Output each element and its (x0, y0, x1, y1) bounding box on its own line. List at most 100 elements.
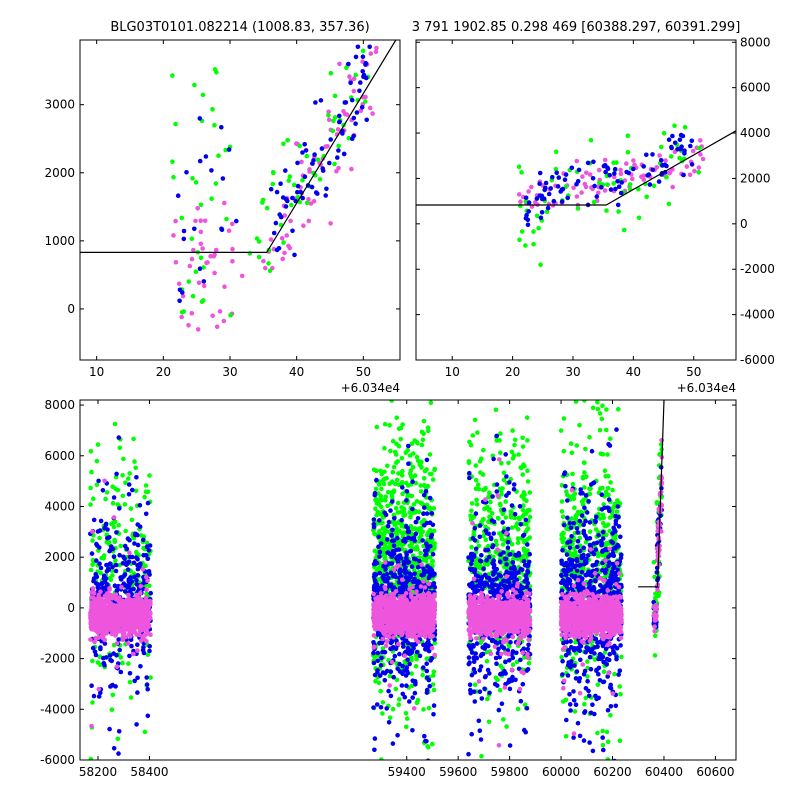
data-point-magenta (102, 478, 107, 484)
data-point-green (422, 468, 428, 474)
data-point-blue (594, 194, 600, 199)
data-point-blue (414, 649, 420, 655)
data-point-blue (421, 492, 427, 498)
data-point-magenta (279, 236, 285, 241)
data-point-green (636, 215, 642, 221)
data-point-magenta (391, 567, 397, 572)
data-point-blue (98, 646, 103, 652)
data-point-blue (278, 214, 284, 220)
data-point-green (421, 431, 426, 437)
data-point-blue (348, 80, 353, 86)
data-point-blue (378, 663, 384, 668)
data-point-green (427, 527, 433, 533)
data-point-blue (390, 527, 395, 533)
data-point-green (696, 170, 701, 175)
data-point-blue (285, 198, 290, 204)
data-point-blue (390, 499, 395, 504)
data-point-blue (111, 651, 116, 656)
data-point-green (201, 298, 206, 303)
data-point-blue (602, 163, 608, 168)
data-point-magenta (135, 648, 140, 653)
data-point-green (431, 506, 437, 511)
data-point-green (209, 196, 214, 201)
data-point-blue (421, 572, 426, 578)
data-point-blue (324, 186, 329, 192)
data-point-blue (376, 544, 381, 549)
data-point-blue (613, 186, 618, 192)
data-point-magenta (398, 614, 403, 620)
data-point-green (398, 436, 404, 442)
data-point-green (373, 506, 378, 512)
data-point-magenta (263, 265, 268, 271)
data-point-blue (422, 733, 427, 739)
data-point-magenta (88, 613, 94, 618)
data-point-blue (290, 195, 295, 201)
data-point-blue (295, 183, 301, 189)
data-point-magenta (173, 218, 178, 224)
data-point-blue (404, 489, 410, 494)
data-point-blue (371, 574, 377, 579)
data-point-green (473, 478, 479, 483)
data-point-blue (412, 690, 418, 696)
data-point-blue (146, 569, 151, 575)
data-point-blue (323, 193, 329, 198)
data-point-blue (388, 508, 393, 513)
data-point-blue (371, 650, 376, 656)
data-point-magenta (140, 606, 145, 612)
data-point-blue (361, 72, 367, 78)
data-point-green (644, 194, 649, 200)
data-point-magenta (106, 611, 111, 617)
data-point-blue (599, 184, 604, 190)
data-point-blue (375, 650, 381, 656)
data-point-magenta (432, 652, 438, 658)
data-point-green (591, 199, 597, 205)
data-point-green (88, 449, 94, 454)
data-point-blue (420, 538, 425, 543)
data-point-magenta (125, 641, 131, 646)
data-point-magenta (571, 185, 576, 191)
data-point-green (395, 510, 401, 515)
data-point-blue (117, 506, 122, 511)
data-point-magenta (347, 74, 352, 79)
zoom-right-points (516, 123, 706, 268)
data-point-blue (110, 564, 115, 570)
data-point-blue (181, 228, 187, 234)
data-point-blue (417, 653, 423, 659)
data-point-magenta (700, 156, 706, 162)
data-point-magenta (351, 88, 357, 94)
data-point-blue (273, 220, 279, 226)
data-point-magenta (127, 597, 132, 602)
data-point-magenta (663, 158, 668, 163)
data-point-blue (554, 170, 559, 176)
data-point-magenta (138, 590, 143, 596)
data-point-blue (116, 751, 121, 756)
data-point-green (395, 500, 401, 506)
data-point-green (118, 543, 124, 549)
data-point-blue (147, 648, 152, 654)
data-point-green (378, 688, 384, 694)
data-point-green (426, 506, 431, 511)
x-tick-label: 20 (505, 365, 520, 379)
data-point-magenta (690, 148, 696, 154)
data-point-green (425, 744, 430, 749)
data-point-magenta (306, 218, 312, 224)
data-point-magenta (641, 173, 646, 178)
data-point-magenta (371, 607, 377, 613)
data-point-blue (385, 524, 391, 529)
data-point-magenta (618, 171, 624, 177)
data-point-blue (121, 581, 127, 586)
data-point-green (216, 153, 221, 158)
data-point-blue (424, 661, 430, 666)
data-point-green (520, 444, 526, 449)
data-point-magenta (126, 601, 132, 607)
data-point-blue (390, 645, 396, 650)
data-point-blue (377, 549, 383, 555)
data-point-green (118, 655, 124, 660)
data-point-blue (384, 706, 390, 711)
data-point-magenta (334, 169, 339, 174)
data-point-magenta (204, 260, 209, 266)
data-point-blue (424, 668, 430, 674)
data-point-green (501, 717, 506, 722)
data-point-green (412, 473, 418, 478)
data-point-green (112, 519, 118, 525)
